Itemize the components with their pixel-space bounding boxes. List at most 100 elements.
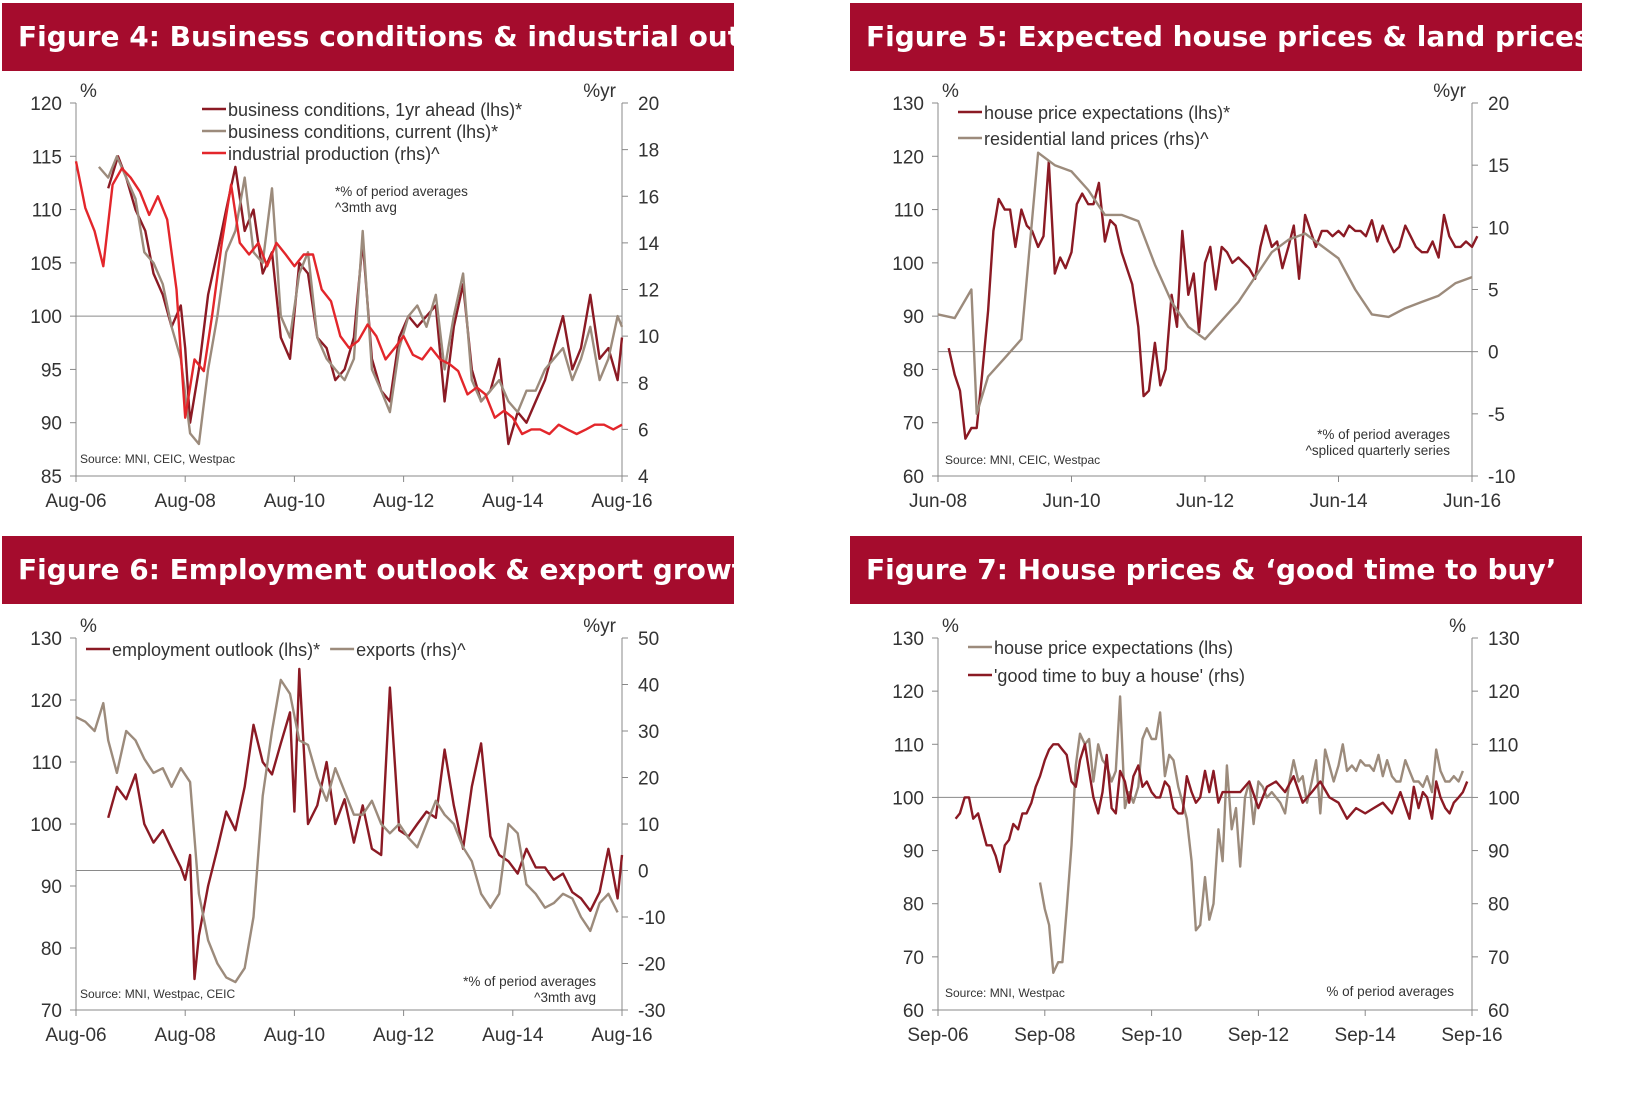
left-tick-label: 110	[894, 201, 924, 222]
right-tick-label: 4	[638, 467, 649, 488]
left-tick-label: 80	[41, 939, 62, 960]
left-tick-label: 90	[903, 842, 924, 863]
chart-note: ^3mth avg	[335, 200, 397, 215]
series-line-exports-rhs	[75, 678, 619, 984]
left-tick-label: 70	[903, 948, 924, 969]
right-tick-label: 10	[638, 815, 659, 836]
legend-label: 'good time to buy a house' (rhs)	[994, 666, 1245, 686]
left-tick-label: 100	[892, 788, 924, 809]
figure-4-panel: Figure 4: Business conditions & industri…	[2, 3, 734, 513]
x-tick-label: Sep-12	[1228, 1025, 1289, 1046]
left-tick-label: 100	[892, 254, 924, 275]
left-unit-label: %	[942, 81, 959, 102]
left-tick-label: 130	[892, 94, 924, 115]
right-tick-label: 130	[1488, 629, 1520, 650]
x-tick-label: Aug-08	[155, 491, 216, 511]
figure-5-title: Figure 5: Expected house prices & land p…	[850, 3, 1582, 71]
right-tick-label: 20	[1488, 94, 1509, 115]
x-tick-label: Jun-12	[1176, 491, 1234, 511]
right-tick-label: 16	[638, 187, 659, 208]
left-tick-label: 100	[30, 815, 62, 836]
chart-note: *% of period averages	[1317, 427, 1450, 442]
right-tick-label: 0	[638, 862, 649, 883]
right-tick-label: 50	[638, 629, 659, 650]
right-tick-label: 60	[1488, 1001, 1509, 1022]
figure-7-panel: Figure 7: House prices & ‘good time to b…	[850, 536, 1582, 1056]
left-tick-label: 90	[903, 307, 924, 328]
left-tick-label: 110	[32, 201, 62, 222]
x-tick-label: Jun-10	[1042, 491, 1100, 511]
figure-6-title: Figure 6: Employment outlook & export gr…	[2, 536, 734, 604]
right-unit-label: %yr	[1433, 81, 1466, 102]
left-tick-label: 60	[903, 467, 924, 488]
x-tick-label: Jun-08	[909, 491, 967, 511]
series-line-employment-outlook-lhs	[107, 667, 624, 981]
x-tick-label: Aug-08	[155, 1025, 216, 1046]
left-tick-label: 70	[903, 414, 924, 435]
series-line-house-price-expectations-lhs	[1038, 695, 1465, 974]
left-tick-label: 60	[903, 1001, 924, 1022]
figure-6-chart: 70 80 90 100 110 120 130 -30 -20 -10 0 10 20 30 40 50 Au…	[30, 616, 665, 1046]
legend-label: residential land prices (rhs)^	[984, 129, 1209, 149]
right-tick-label: 70	[1488, 948, 1509, 969]
figure-6-panel: Figure 6: Employment outlook & export gr…	[2, 536, 734, 1056]
figure-4-chart: 85 90 95 100 105 110 115 120 4 6 8 10 12 14 16 18 20 Aug-…	[30, 81, 660, 511]
left-tick-label: 120	[30, 94, 62, 115]
chart-note: ^3mth avg	[534, 990, 596, 1005]
x-tick-label: Jun-16	[1443, 491, 1501, 511]
series-line-good-time-to-buy-a-house-rhs	[954, 743, 1469, 873]
legend-label: house price expectations (lhs)	[994, 638, 1233, 658]
figure-7-chart: 60 70 80 90 100 110 120 130 60 70 80 90 100 110 120 130…	[892, 616, 1520, 1046]
x-tick-label: Sep-06	[907, 1025, 968, 1046]
figure-4-title: Figure 4: Business conditions & industri…	[2, 3, 734, 71]
right-tick-label: 0	[1488, 343, 1499, 364]
left-tick-label: 90	[41, 414, 62, 435]
right-unit-label: %	[1449, 616, 1466, 637]
left-unit-label: %	[80, 81, 97, 102]
left-unit-label: %	[942, 616, 959, 637]
x-tick-label: Aug-10	[264, 491, 325, 511]
left-unit-label: %	[80, 616, 97, 637]
right-tick-label: 5	[1488, 281, 1499, 302]
right-tick-label: 14	[638, 234, 660, 255]
series-line-industrial-production-rhs	[74, 161, 623, 436]
x-tick-label: Aug-06	[45, 491, 106, 511]
figure-7-title: Figure 7: House prices & ‘good time to b…	[850, 536, 1582, 604]
right-tick-label: 10	[1488, 218, 1509, 239]
chart-note: ^spliced quarterly series	[1306, 443, 1451, 458]
legend-label: employment outlook (lhs)*	[112, 640, 320, 660]
left-tick-label: 85	[41, 467, 62, 488]
x-tick-label: Aug-14	[482, 1025, 544, 1046]
right-tick-label: 10	[638, 327, 659, 348]
legend-label: industrial production (rhs)^	[228, 144, 440, 164]
x-tick-label: Sep-08	[1014, 1025, 1075, 1046]
left-tick-label: 120	[30, 691, 62, 712]
left-tick-label: 95	[41, 360, 62, 381]
left-tick-label: 110	[32, 753, 62, 774]
x-tick-label: Sep-10	[1121, 1025, 1182, 1046]
right-tick-label: -20	[638, 955, 665, 976]
right-tick-label: -10	[638, 908, 665, 929]
chart-source: Source: MNI, Westpac, CEIC	[80, 987, 235, 1001]
left-tick-label: 120	[892, 147, 924, 168]
right-unit-label: %yr	[583, 616, 616, 637]
chart-source: Source: MNI, CEIC, Westpac	[945, 453, 1100, 467]
x-tick-label: Jun-14	[1309, 491, 1368, 511]
right-tick-label: 90	[1488, 842, 1509, 863]
x-tick-label: Aug-06	[45, 1025, 106, 1046]
right-tick-label: 8	[638, 374, 649, 395]
left-tick-label: 115	[32, 147, 62, 168]
right-tick-label: -30	[638, 1001, 665, 1022]
x-tick-label: Aug-16	[591, 1025, 652, 1046]
right-unit-label: %yr	[583, 81, 616, 102]
right-tick-label: 6	[638, 420, 649, 441]
x-tick-label: Sep-14	[1335, 1025, 1397, 1046]
series-line-residential-land-prices-rhs	[937, 151, 1473, 415]
chart-source: Source: MNI, CEIC, Westpac	[80, 452, 235, 466]
left-tick-label: 105	[30, 254, 62, 275]
x-tick-label: Aug-12	[373, 1025, 434, 1046]
chart-note: *% of period averages	[463, 974, 596, 989]
chart-note: % of period averages	[1326, 984, 1454, 999]
right-tick-label: 18	[638, 141, 659, 162]
left-tick-label: 100	[30, 307, 62, 328]
